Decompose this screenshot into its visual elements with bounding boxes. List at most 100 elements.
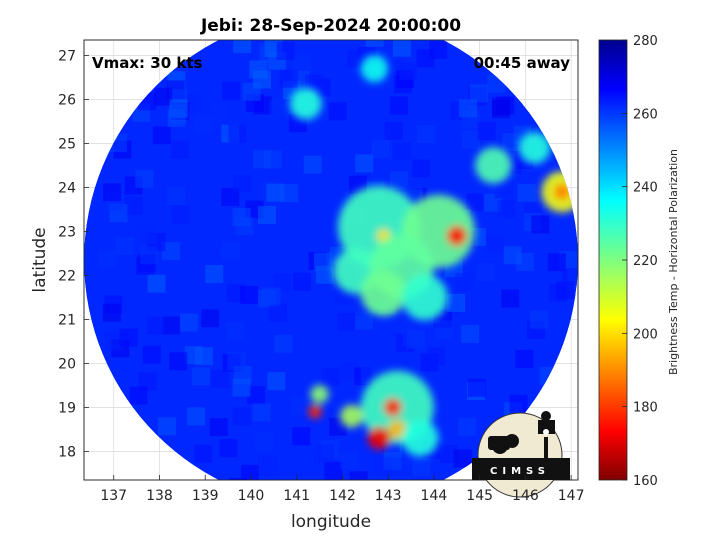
brightness-features: [289, 54, 578, 457]
swath-texture-cell: [503, 246, 522, 265]
swath-texture-cell: [252, 403, 271, 422]
y-tick-label: 24: [58, 180, 76, 196]
swath-texture-cell: [466, 193, 485, 212]
swath-texture-cell: [169, 352, 188, 371]
swath-texture-cell: [225, 322, 244, 341]
swath-texture-cell: [562, 268, 578, 287]
swath-texture-cell: [115, 237, 134, 256]
swath-texture-cell: [179, 313, 198, 332]
x-tick-label: 146: [512, 488, 539, 504]
swath-texture-cell: [293, 272, 312, 291]
swath-texture-cell: [252, 150, 271, 169]
swath-texture-cell: [184, 346, 203, 365]
y-tick-label: 27: [58, 48, 76, 64]
x-tick-label: 141: [283, 488, 310, 504]
swath-texture-cell: [429, 40, 448, 59]
swath-texture-cell: [129, 386, 148, 405]
x-tick-label: 142: [329, 488, 356, 504]
time-away-annotation: 00:45 away: [474, 54, 571, 72]
swath-texture-cell: [515, 349, 534, 368]
y-tick-label: 23: [58, 224, 76, 240]
swath-texture-cell: [461, 324, 480, 343]
swath-texture-cell: [530, 310, 549, 329]
swath-texture-cell: [274, 334, 293, 353]
x-axis-label: longitude: [291, 512, 371, 532]
cimss-logo-text: CIMSS: [490, 466, 550, 477]
chart-title: Jebi: 28-Sep-2024 20:00:00: [200, 16, 461, 36]
swath-texture-cell: [267, 372, 286, 391]
swath-texture-cell: [384, 121, 403, 140]
swath-texture-cell: [139, 246, 158, 265]
swath-texture-cell: [477, 122, 496, 141]
swath-texture-cell: [170, 140, 189, 159]
x-tick-label: 144: [421, 488, 448, 504]
swath-texture-cell: [477, 262, 496, 281]
swath-texture-cell: [290, 396, 309, 415]
x-tick-label: 138: [146, 488, 173, 504]
brightness-feature: [401, 274, 448, 321]
swath-texture-cell: [162, 316, 181, 335]
brightness-feature: [367, 426, 391, 450]
swath-texture-cell: [494, 180, 513, 199]
swath-texture-cell: [440, 444, 459, 463]
brightness-feature: [446, 225, 467, 246]
swath-texture-cell: [273, 273, 292, 292]
cimss-logo: CIMSS: [472, 411, 570, 498]
brightness-feature: [340, 404, 364, 428]
swath-texture-cell: [258, 206, 277, 225]
colorbar-label: Brightness Temp - Horizontal Polarizatio…: [667, 149, 680, 375]
colorbar: 160 180 200 220 240 260 280 Brightness Temp - …: [598, 34, 680, 489]
swath-texture-cell: [547, 253, 566, 272]
brightness-feature: [383, 398, 402, 417]
swath-texture-cell: [406, 330, 425, 349]
swath-texture-cell: [531, 215, 550, 234]
swath-texture-cell: [390, 171, 409, 190]
swath-texture-cell: [497, 200, 516, 219]
swath-texture: [97, 40, 578, 480]
swath-texture-cell: [337, 313, 356, 332]
swath-texture-cell: [355, 154, 374, 173]
swath-texture-cell: [292, 54, 311, 73]
swath-texture-cell: [462, 130, 481, 149]
swath-texture-cell: [355, 311, 374, 330]
swath-texture-cell: [147, 274, 166, 293]
swath-texture-cell: [154, 87, 173, 106]
swath-texture-cell: [486, 235, 505, 254]
swath-texture-cell: [233, 40, 252, 54]
swath-texture-cell: [191, 367, 210, 386]
swath-texture-cell: [349, 471, 368, 480]
swath-texture-cell: [427, 347, 446, 366]
swath-texture-cell: [222, 81, 241, 100]
x-tick-label: 137: [100, 488, 127, 504]
colorbar-tick-label: 240: [633, 181, 658, 196]
swath-texture-cell: [501, 289, 520, 308]
swath-texture-cell: [412, 159, 431, 178]
swath-texture-cell: [453, 449, 472, 468]
y-tick-label: 26: [58, 92, 76, 108]
swath-texture-cell: [412, 458, 431, 477]
microwave-swath: [84, 40, 578, 480]
y-tick-label: 18: [58, 444, 76, 460]
swath-texture-cell: [221, 241, 240, 260]
swath-texture-cell: [458, 417, 477, 436]
swath-texture-cell: [210, 104, 229, 123]
swath-texture-cell: [194, 444, 213, 463]
swath-texture-cell: [434, 320, 453, 339]
colorbar-ticks: 160 180 200 220 240 260 280: [622, 34, 658, 489]
swath-texture-cell: [269, 99, 288, 118]
swath-texture-cell: [303, 155, 322, 174]
swath-texture-cell: [142, 345, 161, 364]
brightness-feature: [388, 420, 407, 439]
swath-texture-cell: [228, 124, 247, 143]
swath-texture-cell: [157, 417, 176, 436]
swath-texture-cell: [455, 272, 474, 291]
swath-texture-cell: [232, 407, 251, 426]
swath-texture-cell: [161, 242, 180, 261]
swath-texture-cell: [467, 378, 486, 397]
x-axis: 137 138 139 140 141 142 143 144 145 146 147: [100, 475, 585, 504]
brightness-feature: [289, 87, 322, 120]
swath-texture-cell: [339, 450, 358, 469]
swath-texture-cell: [219, 439, 238, 458]
y-tick-label: 21: [58, 312, 76, 328]
swath-texture-cell: [383, 451, 402, 470]
